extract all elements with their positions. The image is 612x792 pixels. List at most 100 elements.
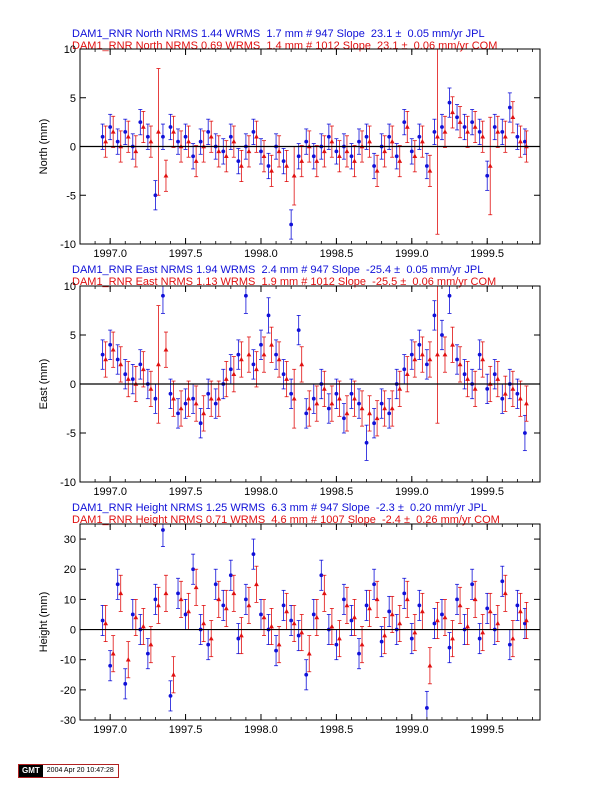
data-marker-triangle	[208, 396, 214, 401]
north-com-point	[208, 120, 214, 153]
north-com-point	[133, 135, 139, 168]
north-jpl-point	[439, 113, 444, 141]
data-marker-circle	[236, 159, 241, 164]
height-com-point	[103, 605, 109, 642]
north-jpl-point	[326, 123, 331, 150]
east-jpl-point	[379, 388, 384, 419]
height-jpl-point	[402, 577, 407, 609]
data-marker-circle	[364, 134, 369, 139]
height-jpl-point	[304, 659, 309, 691]
east-jpl-point	[439, 319, 444, 351]
north-com-point	[171, 115, 176, 148]
height-series-com	[103, 565, 529, 694]
data-marker-triangle	[419, 608, 425, 614]
east-com-point	[435, 286, 440, 424]
north-com-point	[254, 120, 259, 153]
east-jpl-point	[455, 344, 460, 375]
north-jpl-point	[364, 123, 369, 150]
height-com-point	[472, 580, 478, 618]
north-jpl-point	[372, 152, 377, 180]
data-marker-triangle	[510, 386, 516, 391]
data-marker-circle	[507, 105, 512, 110]
east-com-point	[404, 356, 410, 393]
data-marker-triangle	[238, 356, 244, 362]
data-marker-circle	[507, 642, 512, 647]
east-com-point	[329, 385, 335, 422]
height-com-point	[495, 605, 501, 642]
data-marker-circle	[447, 293, 452, 298]
data-marker-triangle	[419, 352, 425, 357]
data-marker-circle	[311, 396, 316, 401]
data-marker-circle	[251, 362, 256, 367]
north-jpl-point	[357, 128, 362, 155]
data-marker-triangle	[435, 134, 440, 139]
north-com-point	[480, 120, 486, 153]
north-header-jpl: DAM1_RNR North NRMS 1.44 WRMS 1.7 mm # 9…	[72, 28, 485, 40]
data-marker-triangle	[404, 124, 410, 129]
height-jpl-point	[507, 629, 512, 661]
north-x-tick-label: 1997.5	[169, 248, 203, 260]
data-marker-triangle	[517, 139, 523, 144]
data-marker-circle	[161, 134, 165, 139]
data-marker-circle	[417, 134, 422, 139]
north-com-point	[419, 125, 425, 158]
height-com-point	[344, 586, 350, 624]
north-com-point	[299, 145, 305, 178]
height-com-point	[457, 586, 463, 624]
data-marker-triangle	[261, 153, 267, 159]
height-jpl-point	[379, 626, 384, 658]
data-marker-circle	[455, 115, 459, 120]
height-jpl-point	[417, 589, 422, 621]
height-com-point	[480, 614, 486, 652]
data-marker-circle	[500, 396, 505, 401]
height-com-point	[246, 586, 252, 624]
north-com-point	[404, 111, 410, 144]
data-marker-circle	[304, 672, 309, 677]
east-header-jpl: DAM1_RNR East NRMS 1.94 WRMS 2.4 mm # 94…	[72, 264, 484, 276]
data-marker-triangle	[178, 405, 184, 411]
data-marker-circle	[349, 154, 354, 159]
data-marker-triangle	[337, 396, 342, 401]
data-marker-triangle	[359, 405, 365, 411]
north-com-point	[284, 149, 290, 183]
height-jpl-point	[409, 623, 414, 655]
height-com-point	[427, 647, 433, 685]
height-x-tick-label: 1998.5	[320, 724, 354, 736]
data-marker-circle	[206, 642, 211, 647]
data-marker-circle	[515, 603, 520, 608]
data-marker-circle	[183, 612, 188, 617]
data-marker-circle	[266, 313, 271, 318]
data-marker-triangle	[329, 139, 335, 144]
east-x-tick-label: 1999.5	[470, 486, 504, 498]
east-com-point	[419, 336, 425, 373]
data-marker-triangle	[517, 608, 523, 614]
height-com-point	[450, 620, 455, 658]
data-marker-circle	[183, 401, 188, 406]
data-marker-triangle	[374, 596, 380, 602]
height-com-point	[163, 574, 169, 612]
east-jpl-point	[228, 354, 233, 385]
north-jpl-point	[160, 123, 165, 150]
data-marker-circle	[387, 609, 392, 614]
data-marker-circle	[108, 125, 113, 129]
data-marker-triangle	[246, 602, 252, 608]
data-marker-circle	[357, 401, 361, 406]
north-jpl-point	[198, 128, 203, 155]
height-jpl-point	[160, 524, 165, 548]
north-y-tick-label: 10	[64, 44, 76, 56]
data-marker-circle	[281, 159, 286, 164]
data-marker-circle	[364, 603, 369, 608]
height-y-tick-label: 20	[64, 564, 76, 576]
data-marker-circle	[372, 164, 376, 168]
data-marker-circle	[161, 528, 165, 532]
height-com-point	[269, 608, 274, 646]
data-marker-triangle	[427, 663, 433, 668]
height-jpl-point	[236, 623, 241, 655]
data-marker-circle	[213, 401, 218, 406]
height-com-point	[419, 592, 425, 630]
height-com-point	[208, 620, 214, 658]
height-com-point	[329, 608, 335, 646]
east-com-point	[510, 370, 516, 407]
data-marker-circle	[228, 134, 233, 139]
data-marker-circle	[168, 125, 173, 129]
